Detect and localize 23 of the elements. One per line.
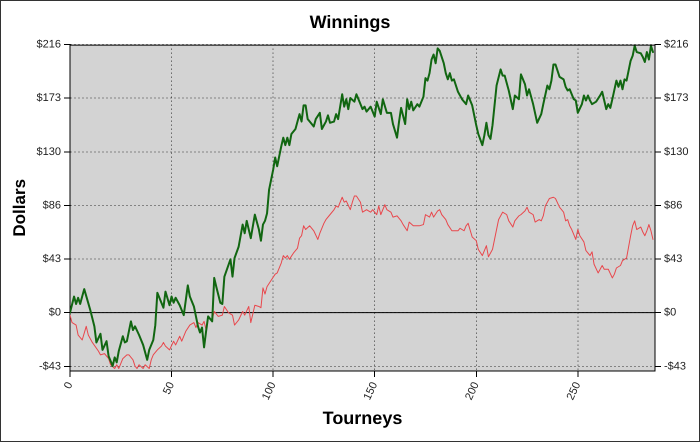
chart-title: Winnings xyxy=(310,12,390,32)
y2-tick-label: $86 xyxy=(664,199,682,212)
x-tick-label: 0 xyxy=(62,380,76,391)
x-tick-label: 100 xyxy=(260,380,279,402)
y-tick-label: $0 xyxy=(48,306,61,319)
y2-tick-label: $216 xyxy=(664,38,688,51)
x-tick-label: 250 xyxy=(564,380,584,402)
y-tick-label: $86 xyxy=(42,199,61,212)
y2-tick-label: $173 xyxy=(664,92,688,104)
y-tick-label: $43 xyxy=(42,253,61,266)
x-tick-label: 50 xyxy=(160,380,178,396)
y-axis-title: Dollars xyxy=(10,178,29,237)
x-tick-label: 200 xyxy=(463,380,482,402)
x-tick-label: 150 xyxy=(362,380,380,402)
y2-tick-label: -$43 xyxy=(664,360,686,372)
y-tick-label: $130 xyxy=(36,146,61,158)
y-tick-label: -$43 xyxy=(38,360,61,372)
y-tick-label: $173 xyxy=(36,92,61,104)
y2-tick-label: $0 xyxy=(664,306,676,319)
x-axis-title: Tourneys xyxy=(322,408,402,428)
y2-tick-label: $130 xyxy=(664,146,688,158)
y2-tick-label: $43 xyxy=(664,253,682,266)
y-tick-label: $216 xyxy=(36,38,61,51)
